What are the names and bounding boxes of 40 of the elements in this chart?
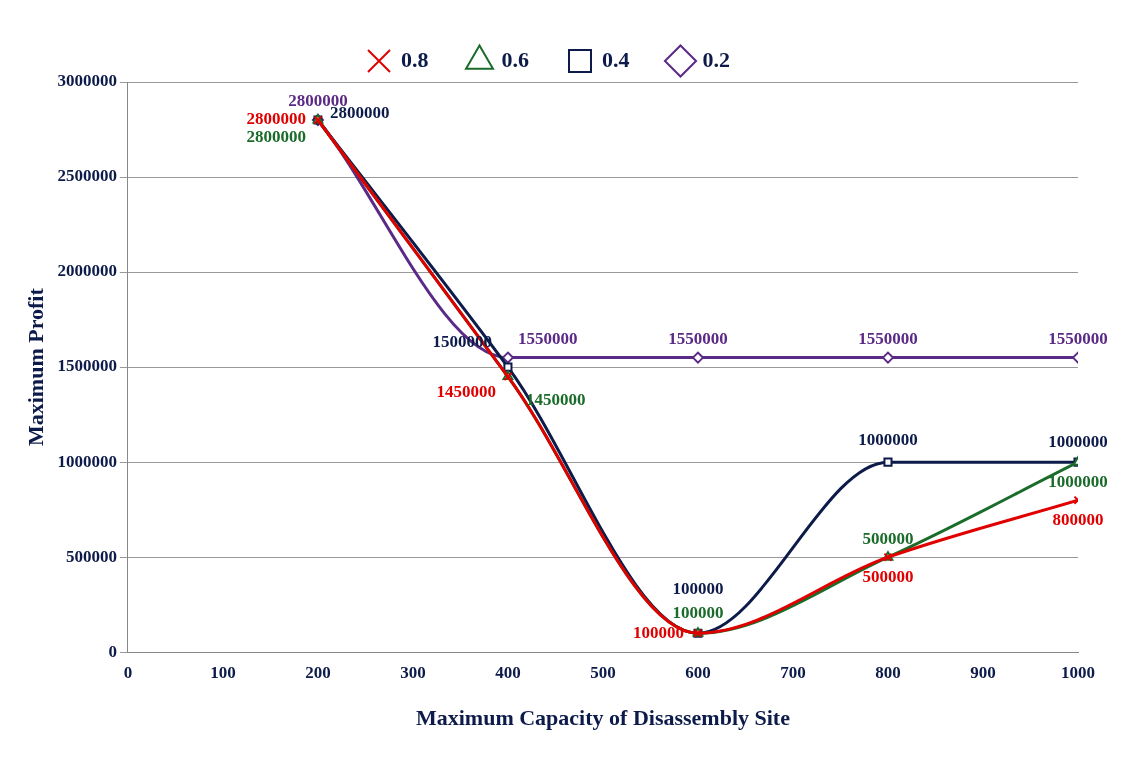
legend-label: 0.2: [702, 46, 730, 72]
data-label: 1450000: [436, 381, 496, 401]
legend-label: 0.6: [501, 46, 529, 72]
data-label: 500000: [862, 528, 914, 548]
x-tick-label: 100: [210, 662, 236, 682]
legend-label: 0.4: [602, 46, 630, 72]
data-label: 1550000: [517, 328, 578, 348]
x-tick-label: 700: [780, 662, 806, 682]
data-label: 500000: [862, 566, 914, 586]
legend-label: 0.8: [401, 46, 429, 72]
x-tick-label: 600: [685, 662, 711, 682]
x-tick-label: 300: [400, 662, 426, 682]
y-tick-label: 500000: [65, 546, 117, 566]
data-label: 1550000: [858, 328, 918, 348]
x-tick-label: 200: [305, 662, 331, 682]
data-label: 2800000: [246, 109, 306, 129]
y-tick-label: 2500000: [57, 166, 117, 186]
y-tick-label: 0: [108, 641, 117, 661]
data-label: 100000: [632, 622, 684, 642]
x-axis-title: Maximum Capacity of Disassembly Site: [415, 705, 791, 731]
data-label: 1000000: [858, 429, 918, 449]
y-tick-label: 2000000: [57, 261, 117, 281]
data-label: 2800000: [246, 127, 306, 147]
x-tick-label: 800: [875, 662, 901, 682]
data-label: 1550000: [1048, 328, 1108, 348]
x-tick-label: 400: [495, 662, 521, 682]
x-tick-label: 0: [123, 662, 133, 682]
data-label: 1000000: [1048, 471, 1108, 491]
y-axis-title: Maximum Profit: [22, 287, 48, 447]
y-tick-label: 1000000: [57, 451, 117, 471]
x-tick-label: 500: [590, 662, 616, 682]
y-tick-label: 1500000: [57, 356, 117, 376]
x-tick-label: 1000: [1061, 662, 1095, 682]
data-label: 1000000: [1048, 431, 1108, 451]
y-tick-label: 3000000: [57, 71, 117, 91]
data-label: 100000: [672, 578, 724, 598]
data-label: 800000: [1052, 509, 1104, 529]
x-tick-label: 900: [970, 662, 996, 682]
data-label: 100000: [672, 602, 724, 622]
data-label: 1550000: [668, 328, 728, 348]
